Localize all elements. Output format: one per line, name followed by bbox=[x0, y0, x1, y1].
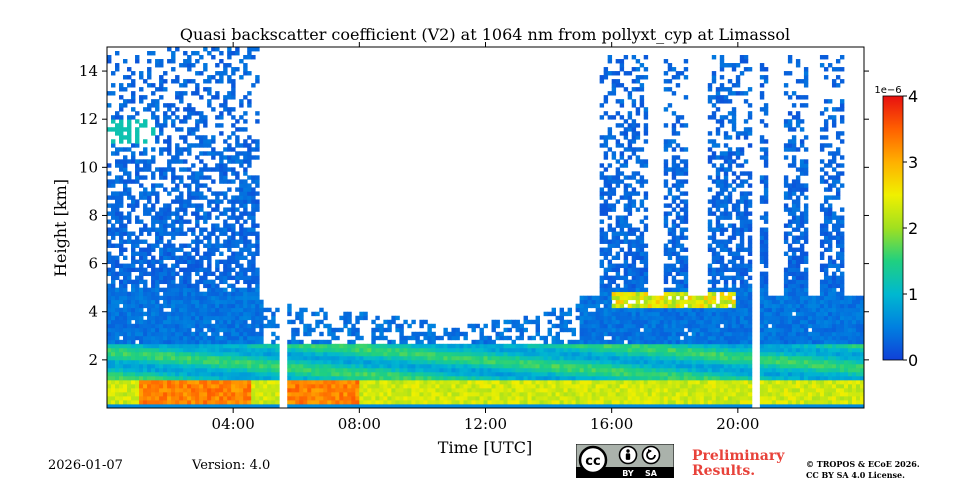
preliminary-line-1: Preliminary bbox=[692, 449, 784, 464]
colorbar-tick-label-3: 3 bbox=[908, 153, 918, 172]
y-tick-label-8: 8 bbox=[88, 206, 98, 224]
copyright-line-2: CC BY SA 4.0 License. bbox=[806, 470, 920, 481]
y-tick-label-4: 4 bbox=[88, 303, 98, 321]
date-label: 2026-01-07 bbox=[48, 458, 123, 473]
colorbar-tick-label-1: 1 bbox=[908, 285, 918, 304]
x-axis-label: Time [UTC] bbox=[438, 438, 532, 457]
sa-label: SA bbox=[645, 469, 658, 478]
copyright-line-1: © TROPOS & ECoE 2026. bbox=[806, 459, 920, 470]
heatmap-image bbox=[107, 47, 864, 408]
y-tick-label-14: 14 bbox=[79, 62, 98, 80]
colorbar-ticks: 0 1 2 3 4 bbox=[903, 87, 918, 370]
copyright-notice: © TROPOS & ECoE 2026. CC BY SA 4.0 Licen… bbox=[806, 459, 920, 481]
preliminary-results-notice: Preliminary Results. bbox=[692, 449, 784, 479]
colorbar-tick-label-0: 0 bbox=[908, 351, 918, 370]
version-label: Version: 4.0 bbox=[192, 458, 270, 473]
y-tick-label-12: 12 bbox=[79, 110, 98, 128]
x-tick-label-08:00: 08:00 bbox=[338, 415, 381, 433]
colorbar-exponent-label: 1e−6 bbox=[874, 85, 901, 96]
cc-by-sa-license-badge: cc BY SA bbox=[576, 444, 674, 478]
cc-logo-text: cc bbox=[585, 454, 600, 469]
y-tick-label-6: 6 bbox=[88, 255, 98, 273]
x-tick-label-12:00: 12:00 bbox=[464, 415, 507, 433]
x-tick-label-16:00: 16:00 bbox=[590, 415, 633, 433]
x-tick-label-20:00: 20:00 bbox=[716, 415, 759, 433]
by-label: BY bbox=[622, 469, 634, 478]
y-axis-label: Height [km] bbox=[51, 179, 70, 277]
preliminary-line-2: Results. bbox=[692, 464, 784, 479]
sa-share-alike-icon bbox=[643, 447, 660, 464]
colorbar-tick-label-4: 4 bbox=[908, 87, 918, 106]
y-tick-label-10: 10 bbox=[79, 158, 98, 176]
chart-title: Quasi backscatter coefficient (V2) at 10… bbox=[180, 25, 790, 44]
y-tick-label-2: 2 bbox=[88, 351, 98, 369]
colorbar bbox=[883, 96, 903, 360]
colorbar-tick-label-2: 2 bbox=[908, 219, 918, 238]
x-tick-label-04:00: 04:00 bbox=[212, 415, 255, 433]
